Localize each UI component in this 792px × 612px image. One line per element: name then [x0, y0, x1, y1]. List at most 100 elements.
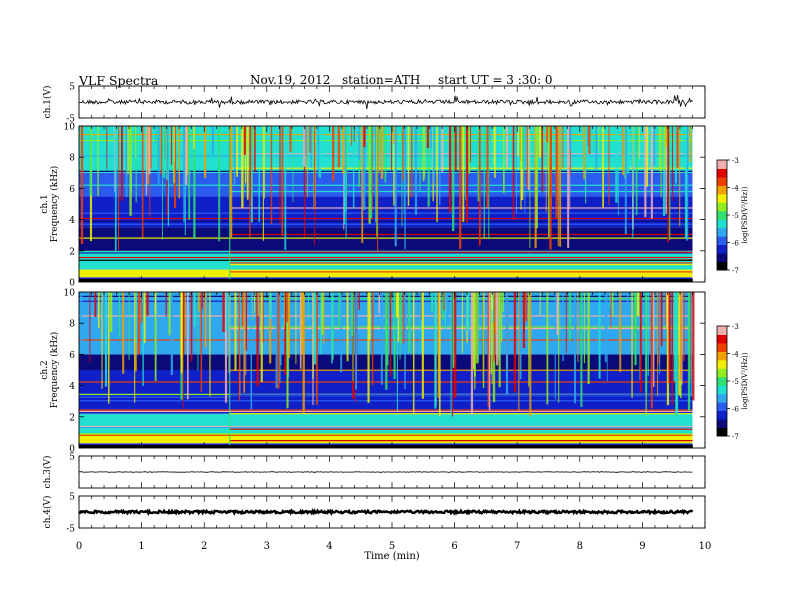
sferic-streak: [679, 126, 681, 227]
y-axis-label: ch.3(V): [42, 456, 53, 489]
sferic-streak: [521, 126, 524, 169]
sferic-streak: [472, 292, 475, 370]
sferic-streak: [466, 292, 470, 331]
sferic-streak: [184, 292, 186, 338]
sferic-streak: [439, 126, 441, 206]
sferic-streak: [246, 126, 249, 200]
sferic-streak: [299, 292, 302, 369]
sferic-streak: [118, 126, 120, 250]
sferic-streak: [120, 126, 123, 201]
sferic-streak: [110, 292, 113, 333]
sferic-streak: [307, 292, 309, 320]
sferic-streak: [665, 126, 668, 147]
spectro-band: [79, 433, 693, 444]
sferic-streak: [393, 126, 395, 206]
sferic-streak: [343, 126, 345, 230]
sferic-streak: [619, 292, 622, 372]
y-tick-label: 2: [69, 247, 75, 257]
colorbar-segment: [717, 227, 727, 237]
sferic-streak: [528, 292, 530, 387]
sferic-streak: [98, 292, 100, 329]
sferic-streak: [89, 126, 92, 196]
colorbar-segment: [717, 185, 727, 195]
sferic-streak: [289, 126, 292, 152]
sferic-streak: [148, 126, 151, 175]
sferic-streak: [309, 126, 312, 153]
sferic-streak: [379, 126, 382, 154]
sferic-streak: [424, 126, 426, 178]
y-tick-label: 10: [64, 289, 76, 299]
sferic-streak: [396, 292, 398, 412]
sferic-streak: [496, 292, 499, 366]
sferic-streak: [548, 126, 550, 238]
sferic-streak: [549, 126, 552, 250]
sferic-streak: [399, 292, 401, 360]
sferic-streak: [498, 292, 501, 388]
sferic-streak: [281, 126, 284, 236]
sferic-streak: [118, 292, 121, 338]
sferic-streak: [585, 126, 588, 156]
sferic-streak: [645, 292, 648, 393]
sferic-streak: [526, 126, 528, 188]
sferic-streak: [476, 292, 479, 363]
sferic-streak: [114, 126, 116, 192]
narrowband-line: [79, 184, 693, 186]
sferic-streak: [545, 126, 547, 213]
sferic-streak: [262, 126, 264, 241]
sferic-streak: [197, 292, 199, 371]
sferic-streak: [254, 126, 256, 172]
sferic-streak: [587, 292, 590, 385]
sferic-streak: [529, 292, 532, 417]
sferic-streak: [452, 126, 455, 232]
sferic-streak: [450, 292, 452, 417]
sferic-streak: [97, 126, 99, 197]
sferic-streak: [378, 292, 381, 314]
sferic-streak: [674, 126, 677, 184]
sferic-streak: [663, 126, 666, 171]
spectrogram-layer: [79, 126, 727, 448]
colorbar-label: log(PSD(V²/Hz)): [741, 186, 749, 243]
sferic-streak: [193, 292, 196, 327]
sferic-streak: [80, 292, 83, 345]
sferic-streak: [352, 126, 355, 210]
channel-label: ch.1: [40, 194, 50, 213]
y-axis-label: ch.1(V): [42, 86, 53, 119]
sferic-streak: [241, 292, 244, 327]
sferic-streak: [692, 292, 695, 401]
sferic-streak: [260, 292, 263, 383]
sferic-streak: [595, 126, 598, 171]
sferic-streak: [358, 126, 360, 161]
sferic-streak: [624, 126, 627, 235]
sferic-streak: [352, 292, 354, 382]
sferic-streak: [277, 292, 280, 389]
colorbar-segment: [717, 342, 727, 352]
sferic-streak: [193, 126, 195, 149]
ch4-waveform-trace: [78, 507, 694, 517]
y-axis-label: ch.4(V): [42, 496, 53, 529]
sferic-streak: [279, 292, 282, 366]
sferic-streak: [143, 292, 146, 344]
sferic-streak: [407, 126, 410, 206]
sferic-streak: [684, 126, 688, 239]
sferic-streak: [632, 126, 634, 238]
sferic-streak: [444, 292, 447, 330]
sferic-streak: [270, 126, 273, 225]
sferic-streak: [340, 292, 343, 373]
x-tick-label: 3: [264, 541, 270, 552]
narrowband-line: [229, 369, 693, 371]
sferic-streak: [317, 126, 320, 177]
sferic-streak: [454, 292, 457, 398]
sferic-streak: [380, 292, 383, 385]
narrowband-line: [229, 262, 693, 264]
colorbar-segment: [717, 168, 727, 178]
sferic-streak: [283, 292, 285, 327]
sferic-streak: [310, 126, 313, 169]
narrowband-line: [229, 396, 693, 399]
sferic-streak: [646, 126, 649, 187]
sferic-streak: [631, 292, 633, 398]
colorbar-tick-label: -6: [732, 406, 739, 414]
colorbar-tick-label: -3: [732, 323, 739, 331]
sferic-streak: [639, 292, 642, 393]
sferic-streak: [503, 126, 505, 193]
